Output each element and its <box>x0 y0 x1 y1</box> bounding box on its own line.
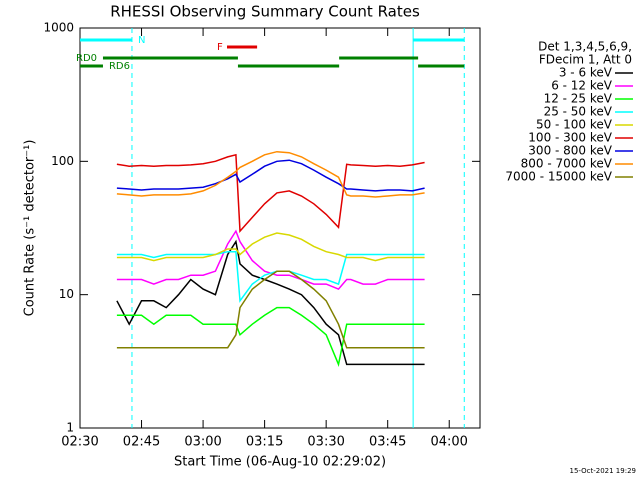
series-line <box>116 153 425 233</box>
legend-label: 300 - 800 keV <box>528 144 612 158</box>
series-line <box>116 150 425 198</box>
series-line <box>116 250 425 303</box>
y-axis-label: Count Rate (s⁻¹ detector⁻¹) <box>23 140 38 317</box>
flag-label: N <box>138 35 145 46</box>
y-tick-label: 10 <box>59 287 74 301</box>
x-tick-label: 02:30 <box>61 435 98 450</box>
legend-label: 100 - 300 keV <box>528 131 612 145</box>
series-line <box>116 239 425 366</box>
x-axis-label: Start Time (06-Aug-10 02:29:02) <box>174 455 386 470</box>
flag-label: F <box>217 42 223 53</box>
legend-label: 50 - 100 keV <box>536 118 613 132</box>
legend-header: Det 1,3,4,5,6,9, <box>538 40 632 54</box>
x-tick-label: 03:00 <box>184 435 221 450</box>
y-tick-label: 1 <box>66 421 74 435</box>
y-tick-label: 1000 <box>43 21 74 35</box>
flag-label: RD6 <box>109 61 130 72</box>
chart-title: RHESSI Observing Summary Count Rates <box>110 3 420 21</box>
legend-header: FDecim 1, Att 0 <box>539 53 632 67</box>
legend-label: 12 - 25 keV <box>544 92 613 106</box>
x-tick-label: 03:30 <box>307 435 344 450</box>
series-line <box>116 159 425 192</box>
footer-date: 15-Oct-2021 19:29 <box>570 467 636 475</box>
y-tick-label: 100 <box>51 154 74 168</box>
legend-label: 3 - 6 keV <box>559 66 613 80</box>
x-tick-label: 03:45 <box>369 435 406 450</box>
legend-label: 7000 - 15000 keV <box>505 170 612 184</box>
series-line <box>116 232 425 262</box>
series-line <box>116 306 425 367</box>
x-tick-label: 02:45 <box>123 435 160 450</box>
x-tick-label: 03:15 <box>246 435 283 450</box>
x-tick-label: 04:00 <box>430 435 467 450</box>
legend-label: 6 - 12 keV <box>551 79 613 93</box>
series-line <box>116 270 425 349</box>
flag-label: RD0 <box>76 53 97 64</box>
legend-label: 800 - 7000 keV <box>521 157 613 171</box>
legend-label: 25 - 50 keV <box>544 105 613 119</box>
plot-frame <box>79 27 481 429</box>
